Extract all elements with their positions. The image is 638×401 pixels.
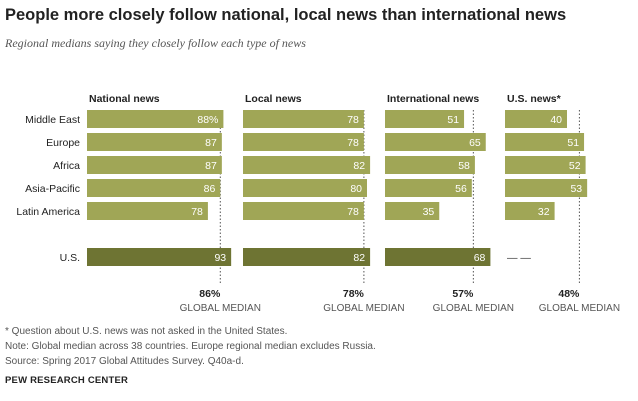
bar-local-news-u-s: [243, 248, 371, 266]
median-label-national-news: GLOBAL MEDIAN: [180, 303, 261, 314]
bar-u-s-news-africa: [505, 156, 586, 174]
data-label-national-news-africa: 87: [205, 160, 217, 172]
data-label-u-s-news-africa: 52: [569, 160, 581, 172]
bar-u-s-news-asia-pacific: [505, 179, 588, 197]
bar-international-news-asia-pacific: [385, 179, 472, 197]
panel-header-local-news: Local news: [245, 93, 302, 105]
chart-title: People more closely follow national, loc…: [5, 6, 567, 24]
missing-value-u-s-news-u-s: — —: [507, 252, 531, 264]
data-label-local-news-u-s: 82: [353, 252, 365, 264]
data-label-national-news-latin-america: 78: [191, 206, 203, 218]
data-label-u-s-news-middle-east: 40: [550, 114, 562, 126]
chart-subtitle: Regional medians saying they closely fol…: [5, 36, 306, 50]
data-label-national-news-u-s: 93: [214, 252, 226, 264]
bar-u-s-news-middle-east: [505, 110, 567, 128]
bar-national-news-middle-east: [87, 110, 224, 128]
median-label-u-s-news: GLOBAL MEDIAN: [539, 303, 620, 314]
data-label-local-news-asia-pacific: 80: [350, 183, 362, 195]
bar-local-news-africa: [243, 156, 371, 174]
data-label-international-news-u-s: 68: [474, 252, 486, 264]
bar-local-news-middle-east: [243, 110, 364, 128]
data-label-national-news-middle-east: 88%: [197, 114, 218, 126]
category-label-latin-america: Latin America: [16, 206, 80, 218]
data-label-local-news-africa: 82: [353, 160, 365, 172]
category-label-asia-pacific: Asia-Pacific: [25, 183, 80, 195]
data-label-national-news-asia-pacific: 86: [204, 183, 216, 195]
bar-u-s-news-europe: [505, 133, 585, 151]
data-label-local-news-middle-east: 78: [347, 114, 359, 126]
footnote-us-news: * Question about U.S. news was not asked…: [5, 326, 288, 337]
panel-header-national-news: National news: [89, 93, 160, 105]
category-label-u-s: U.S.: [60, 252, 80, 264]
data-label-international-news-middle-east: 51: [447, 114, 459, 126]
median-label-international-news: GLOBAL MEDIAN: [433, 303, 514, 314]
bar-national-news-u-s: [87, 248, 232, 266]
median-value-u-s-news: 48%: [558, 288, 580, 300]
median-value-international-news: 57%: [452, 288, 474, 300]
bar-local-news-europe: [243, 133, 364, 151]
data-label-u-s-news-asia-pacific: 53: [570, 183, 582, 195]
bar-chart: Middle East Europe Africa Asia-Pacific Latin…: [16, 93, 620, 314]
category-label-europe: Europe: [46, 137, 80, 149]
panel-header-international-news: International news: [387, 93, 479, 105]
data-label-national-news-europe: 87: [205, 137, 217, 149]
bar-international-news-europe: [385, 133, 486, 151]
brand-label: PEW RESEARCH CENTER: [5, 375, 129, 386]
category-label-africa: Africa: [53, 160, 80, 172]
bar-local-news-asia-pacific: [243, 179, 367, 197]
source-note: Source: Spring 2017 Global Attitudes Sur…: [5, 356, 244, 367]
bar-national-news-europe: [87, 133, 222, 151]
footnote-global-median: Note: Global median across 38 countries.…: [5, 341, 376, 352]
bar-local-news-latin-america: [243, 202, 364, 220]
bar-u-s-news-latin-america: [505, 202, 555, 220]
data-label-local-news-europe: 78: [347, 137, 359, 149]
data-label-international-news-asia-pacific: 56: [455, 183, 467, 195]
median-value-local-news: 78%: [343, 288, 365, 300]
data-label-international-news-europe: 65: [469, 137, 481, 149]
data-label-u-s-news-latin-america: 32: [538, 206, 550, 218]
panel-header-u-s-news: U.S. news*: [507, 93, 562, 105]
category-label-middle-east: Middle East: [25, 114, 80, 126]
bar-international-news-latin-america: [385, 202, 440, 220]
bar-international-news-middle-east: [385, 110, 465, 128]
median-value-national-news: 86%: [199, 288, 221, 300]
median-label-local-news: GLOBAL MEDIAN: [323, 303, 404, 314]
data-label-u-s-news-europe: 51: [567, 137, 579, 149]
bar-national-news-africa: [87, 156, 222, 174]
data-label-international-news-africa: 58: [458, 160, 470, 172]
bar-national-news-asia-pacific: [87, 179, 221, 197]
bar-international-news-u-s: [385, 248, 491, 266]
bar-international-news-africa: [385, 156, 475, 174]
bar-national-news-latin-america: [87, 202, 208, 220]
data-label-local-news-latin-america: 78: [347, 206, 359, 218]
data-label-international-news-latin-america: 35: [423, 206, 435, 218]
